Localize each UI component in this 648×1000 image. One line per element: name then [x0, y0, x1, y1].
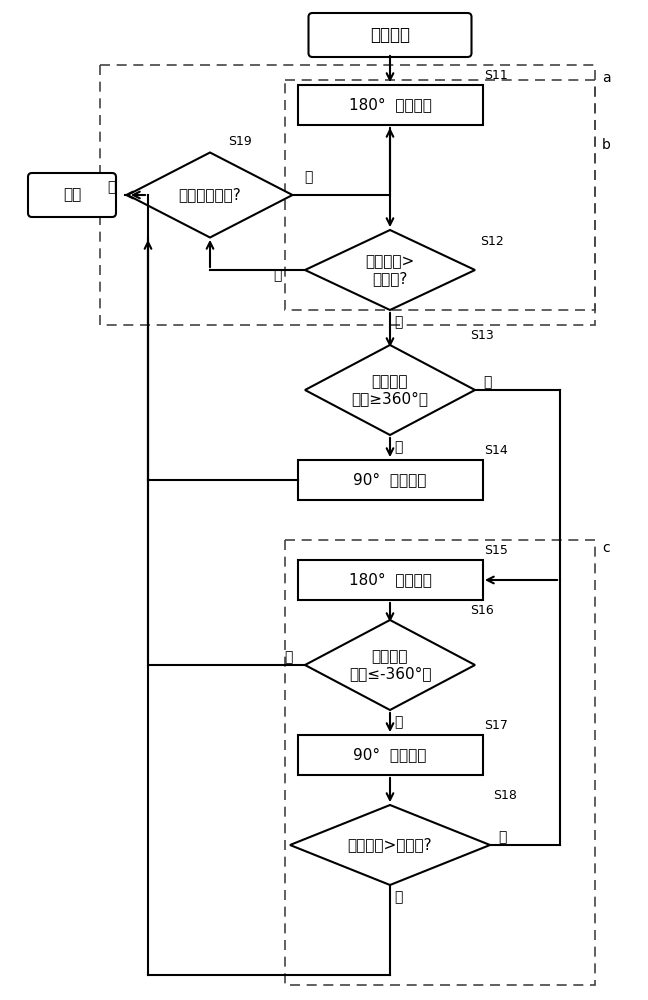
- Text: S17: S17: [484, 719, 508, 732]
- Text: 累积旋转
角度≤-360°？: 累积旋转 角度≤-360°？: [349, 649, 432, 681]
- Text: 90°  反转驱动: 90° 反转驱动: [353, 473, 426, 488]
- Text: 180°  正转驱动: 180° 正转驱动: [349, 98, 432, 112]
- Polygon shape: [305, 345, 475, 435]
- Text: S14: S14: [484, 444, 508, 457]
- Bar: [100, 65, 595, 325]
- Text: S11: S11: [484, 69, 508, 82]
- Text: a: a: [602, 71, 610, 85]
- Polygon shape: [305, 230, 475, 310]
- Text: 累积旋转
角度≥360°？: 累积旋转 角度≥360°？: [351, 374, 428, 406]
- Text: 受理停止操作?: 受理停止操作?: [179, 188, 241, 202]
- Bar: [297, 560, 483, 600]
- Text: 是: 是: [108, 180, 116, 194]
- Text: 负荷转矩>
标准値?: 负荷转矩> 标准値?: [365, 254, 415, 286]
- Text: S13: S13: [470, 329, 494, 342]
- Text: S19: S19: [228, 135, 252, 148]
- Bar: [285, 540, 595, 985]
- Text: 结束: 结束: [63, 188, 81, 202]
- FancyBboxPatch shape: [28, 173, 116, 217]
- Bar: [297, 460, 483, 500]
- Bar: [285, 80, 595, 310]
- Text: 180°  反转驱动: 180° 反转驱动: [349, 572, 432, 587]
- Text: S18: S18: [493, 789, 517, 802]
- Bar: [297, 85, 483, 125]
- Text: S16: S16: [470, 604, 494, 617]
- Text: S15: S15: [484, 544, 508, 557]
- Polygon shape: [290, 805, 490, 885]
- Text: S12: S12: [480, 235, 503, 248]
- Polygon shape: [128, 152, 292, 237]
- Text: 否: 否: [304, 170, 312, 184]
- Text: 否: 否: [394, 715, 402, 729]
- Bar: [297, 735, 483, 775]
- Text: 负荷转矩>标准値?: 负荷转矩>标准値?: [348, 838, 432, 852]
- Text: c: c: [602, 541, 610, 555]
- Text: 90°  正转驱动: 90° 正转驱动: [353, 748, 426, 762]
- Text: 否: 否: [394, 890, 402, 904]
- Text: 是: 是: [284, 650, 293, 664]
- FancyBboxPatch shape: [308, 13, 472, 57]
- Text: 是: 是: [498, 830, 506, 844]
- Text: 否: 否: [394, 440, 402, 454]
- Text: 否: 否: [273, 268, 281, 282]
- Text: 是: 是: [483, 375, 491, 389]
- Text: 是: 是: [394, 315, 402, 329]
- Polygon shape: [305, 620, 475, 710]
- Text: 驱动开始: 驱动开始: [370, 26, 410, 44]
- Text: b: b: [602, 138, 611, 152]
